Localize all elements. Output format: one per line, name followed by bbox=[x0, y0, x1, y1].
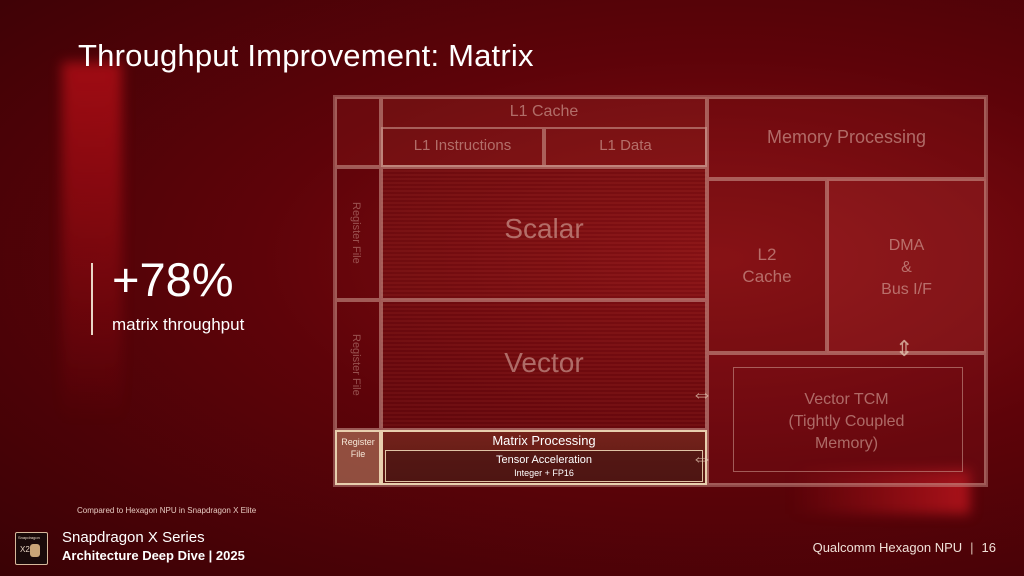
snapdragon-shape-icon bbox=[30, 544, 40, 557]
dma-label-line2: & bbox=[901, 259, 912, 276]
page-number: 16 bbox=[981, 540, 996, 555]
l1-data-block bbox=[544, 127, 707, 167]
dma-to-tcm-arrow-icon: ⇕ bbox=[895, 336, 914, 361]
register-file-1-label: Register File bbox=[350, 202, 362, 264]
register-file-3-label-line2: File bbox=[350, 449, 366, 459]
integer-fp16-label: Integer + FP16 bbox=[514, 468, 574, 478]
page-separator: | bbox=[970, 540, 974, 555]
vector-block bbox=[381, 300, 707, 430]
footnote: Compared to Hexagon NPU in Snapdragon X … bbox=[77, 506, 257, 515]
slide-title: Throughput Improvement: Matrix bbox=[78, 38, 534, 73]
register-file-3-block bbox=[335, 430, 381, 485]
npu-architecture-diagram: L1 Cache L1 Instructions L1 Data Memory … bbox=[333, 95, 988, 487]
l1-data-label: L1 Data bbox=[599, 137, 652, 154]
dma-label-line1: DMA bbox=[888, 237, 925, 254]
matrix-processing-label: Matrix Processing bbox=[492, 433, 596, 448]
logo-top-text: Snapdragon bbox=[18, 535, 40, 540]
dma-label-line3: Bus I/F bbox=[881, 281, 932, 298]
dma-bus-block bbox=[827, 179, 986, 353]
top-left-block bbox=[335, 97, 381, 167]
red-glow-left bbox=[62, 62, 122, 422]
vector-tcm-label-line1: Vector TCM bbox=[804, 391, 889, 408]
brand-line-1: Snapdragon X Series bbox=[62, 529, 205, 546]
stat-divider bbox=[91, 263, 93, 335]
matrix-to-tcm-arrow-icon: ⇔ bbox=[691, 445, 713, 470]
l1-instructions-label: L1 Instructions bbox=[413, 137, 512, 154]
register-file-2-label: Register File bbox=[350, 334, 362, 396]
scalar-block bbox=[381, 167, 707, 300]
brand-line-2: Architecture Deep Dive | 2025 bbox=[62, 548, 245, 563]
vector-tcm-inner bbox=[733, 367, 963, 472]
vector-tcm-block bbox=[707, 353, 986, 485]
l2-cache-label-line2: Cache bbox=[742, 267, 792, 286]
scalar-label: Scalar bbox=[504, 213, 584, 244]
tensor-acceleration-label: Tensor Acceleration bbox=[496, 454, 592, 466]
stat-label: matrix throughput bbox=[112, 315, 245, 334]
page-info: Qualcomm Hexagon NPU | 16 bbox=[813, 540, 996, 555]
vector-tcm-label-line2: (Tightly Coupled bbox=[788, 413, 905, 430]
vector-to-tcm-arrow-icon: ⇔ bbox=[691, 381, 713, 406]
l1-cache-label: L1 Cache bbox=[509, 103, 579, 120]
memory-processing-block bbox=[707, 97, 986, 179]
vector-label: Vector bbox=[504, 347, 584, 378]
logo-mark-text: X2 bbox=[20, 545, 30, 554]
stat-value: +78% bbox=[112, 253, 234, 306]
l2-cache-block bbox=[707, 179, 827, 353]
tensor-acceleration-block bbox=[385, 450, 703, 482]
vector-tcm-label-line3: Memory) bbox=[814, 435, 879, 452]
snapdragon-x2-elite-logo: Snapdragon X2 bbox=[15, 532, 48, 565]
memory-processing-label: Memory Processing bbox=[766, 127, 927, 147]
register-file-1-block bbox=[335, 167, 381, 300]
l2-cache-label-line1: L2 bbox=[757, 245, 777, 264]
l1-instructions-block bbox=[381, 127, 544, 167]
red-glow-right bbox=[790, 470, 970, 514]
register-file-2-block bbox=[335, 300, 381, 430]
register-file-3-label-line1: Register bbox=[341, 437, 375, 447]
section-name: Qualcomm Hexagon NPU bbox=[812, 540, 963, 555]
diagram-outer-frame bbox=[333, 95, 988, 487]
